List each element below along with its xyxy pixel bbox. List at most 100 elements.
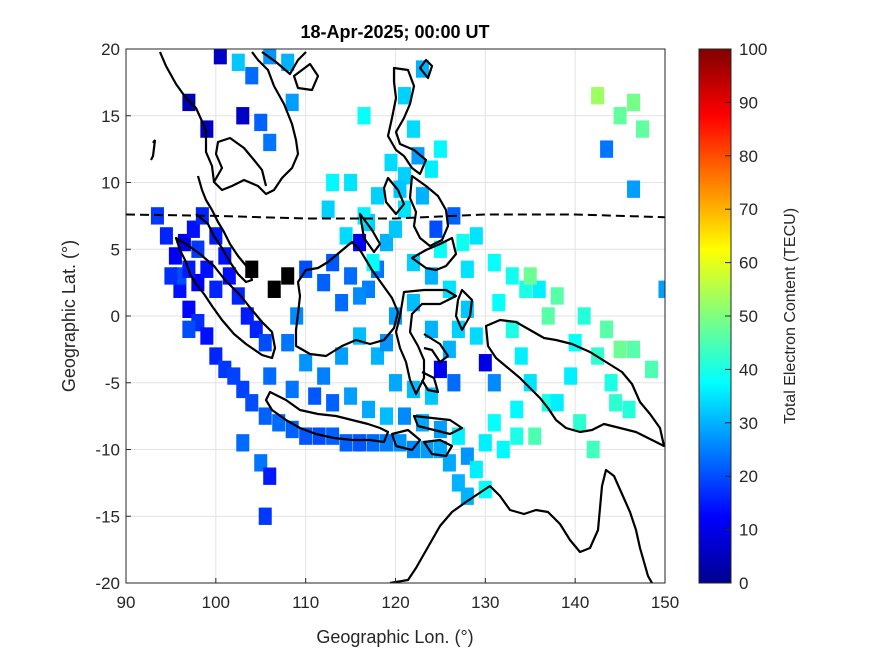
colorbar-tick-label: 70: [739, 200, 758, 219]
tec-cell: [469, 460, 483, 479]
tec-cell: [469, 227, 483, 245]
y-tick-label: -20: [95, 574, 120, 593]
tec-cell: [550, 394, 564, 412]
tec-cell: [231, 287, 245, 305]
tec-cell: [645, 360, 659, 379]
tec-cell: [321, 200, 335, 218]
tec-cell: [406, 120, 420, 138]
coastline-borneo: [294, 240, 400, 358]
tec-cell: [433, 360, 447, 379]
x-axis-label: Geographic Lon. (°): [316, 627, 473, 647]
tec-cell: [245, 394, 259, 412]
tec-cell: [285, 380, 299, 399]
tec-cell: [371, 187, 385, 205]
tec-cell: [164, 267, 178, 285]
y-tick-label: -10: [95, 441, 120, 460]
coastline-malay-peninsula: [195, 175, 254, 284]
tec-cell: [231, 53, 245, 72]
tec-cell: [636, 120, 650, 138]
coastline-gulf-thailand: [213, 136, 268, 187]
tec-cell: [326, 253, 340, 272]
tec-cell: [415, 60, 429, 78]
tec-cell: [236, 107, 250, 125]
tec-cell: [339, 434, 353, 452]
coastline-java: [264, 390, 390, 444]
tec-cell: [388, 220, 403, 238]
y-tick-label: 5: [111, 240, 120, 259]
tec-cell: [519, 280, 533, 298]
tec-cell: [487, 414, 501, 432]
island-mark: [150, 139, 157, 161]
coastline-sulawesi-arms: [421, 333, 450, 394]
tec-cell: [182, 300, 196, 319]
tec-cell: [191, 273, 205, 292]
tec-cell: [281, 267, 295, 285]
x-tick-label: 150: [651, 593, 679, 612]
tec-cell: [550, 287, 564, 305]
coastline-sulawesi: [394, 288, 458, 396]
tec-cell: [245, 67, 259, 85]
coastline-lesser-sunda: [390, 414, 464, 458]
coastline-sumatra: [174, 236, 277, 360]
tec-cell: [424, 267, 438, 285]
tec-cell: [344, 267, 358, 285]
tec-cell: [447, 374, 461, 392]
coastline-philippines-luzon: [386, 66, 428, 176]
tec-cell: [326, 427, 340, 445]
tec-cell: [380, 334, 394, 352]
tec-cell: [460, 447, 474, 465]
tec-cell: [510, 400, 524, 419]
tec-cell: [600, 140, 614, 158]
tec-cell: [388, 374, 403, 392]
tec-cell: [510, 427, 524, 445]
tec-cell: [397, 167, 411, 185]
tec-cell: [573, 414, 587, 432]
tec-cell: [505, 320, 519, 339]
tec-cell: [159, 227, 173, 245]
coastline-new-guinea: [484, 318, 665, 448]
tec-cell: [397, 200, 411, 218]
x-tick-label: 130: [471, 593, 499, 612]
tec-cells: [150, 49, 665, 525]
x-tick-label: 110: [292, 593, 319, 612]
tec-cell: [478, 354, 492, 372]
tec-cell: [613, 107, 627, 125]
y-tick-label: 20: [101, 40, 120, 59]
tec-cell: [415, 187, 429, 205]
x-tick-label: 90: [117, 593, 136, 612]
tec-cell: [523, 267, 537, 285]
tec-cell: [496, 440, 510, 459]
tec-cell: [627, 180, 641, 198]
tec-cell: [380, 407, 394, 425]
tec-cell: [245, 260, 259, 278]
tec-cell: [487, 253, 501, 272]
tec-cell: [267, 280, 281, 298]
y-tick-label: -5: [105, 374, 120, 393]
tec-cell: [433, 420, 447, 439]
tec-cell: [613, 340, 627, 359]
tec-cell: [622, 400, 636, 419]
tec-cell: [200, 327, 214, 345]
tec-cell: [258, 407, 272, 425]
tec-cell: [478, 434, 492, 452]
tec-cell: [420, 440, 434, 459]
tec-cell: [326, 394, 340, 412]
tec-cell: [564, 367, 578, 385]
tec-cell: [209, 280, 223, 298]
tec-cell: [528, 427, 542, 445]
tec-cell: [492, 293, 506, 312]
tec-cell: [505, 267, 519, 285]
coastline-south-china: [261, 51, 307, 76]
tec-cell: [627, 93, 641, 112]
tec-cell: [317, 367, 331, 385]
tec-cell: [312, 427, 326, 445]
x-tick-label: 120: [381, 593, 409, 612]
coastline-mindanao: [410, 236, 458, 272]
tec-cell: [249, 320, 263, 339]
tec-cell: [326, 173, 340, 192]
tec-cell: [240, 307, 254, 325]
coastline-indochina: [158, 51, 300, 196]
tec-cell: [384, 153, 398, 172]
